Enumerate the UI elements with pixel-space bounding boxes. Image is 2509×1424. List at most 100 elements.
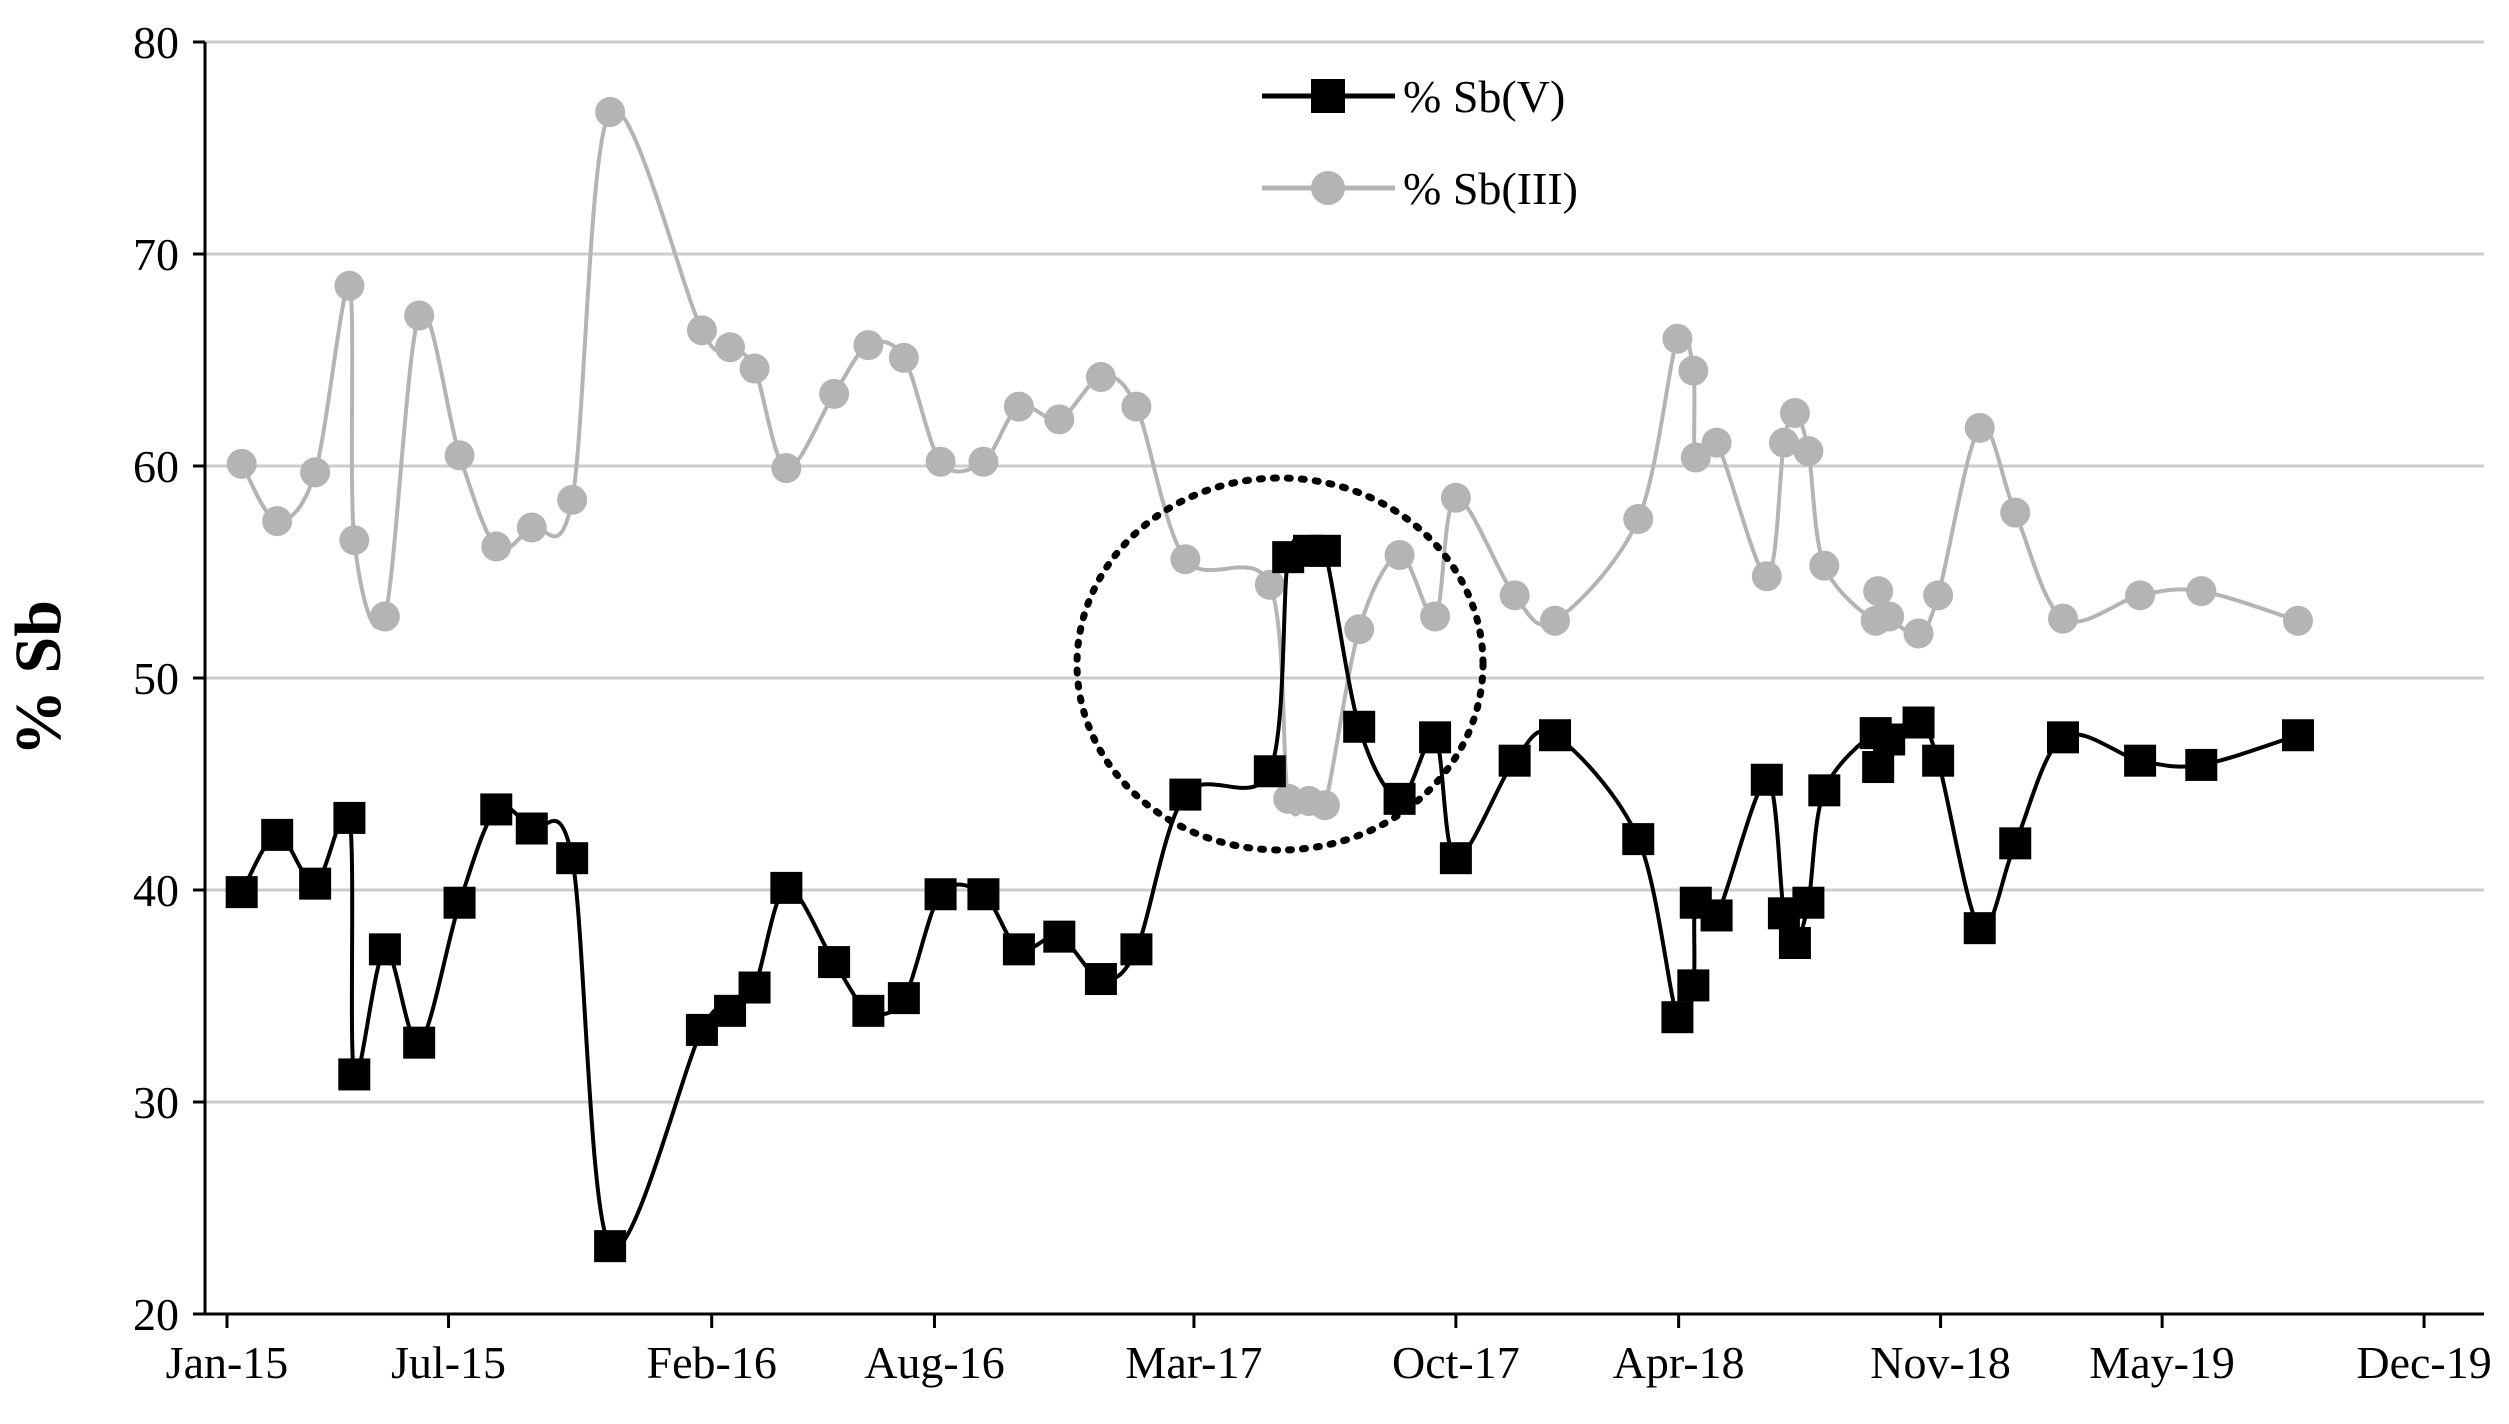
data-point-sbv xyxy=(1120,933,1153,966)
data-point-sbiii xyxy=(1384,540,1415,571)
data-point-sbiii xyxy=(262,506,293,537)
data-point-sbiii xyxy=(516,512,547,543)
data-point-sbiii xyxy=(1874,601,1905,632)
data-point-sbv xyxy=(403,1026,436,1059)
data-point-sbv xyxy=(818,946,851,979)
data-point-sbv xyxy=(1750,763,1783,796)
data-point-sbiii xyxy=(369,601,400,632)
data-point-sbiii xyxy=(1662,323,1693,354)
data-point-sbv xyxy=(1498,744,1531,777)
x-tick-label: Mar-17 xyxy=(1125,1337,1262,1388)
data-point-sbiii xyxy=(444,440,475,471)
data-point-sbiii xyxy=(771,453,802,484)
y-tick-label: 50 xyxy=(133,653,179,704)
data-point-sbv xyxy=(738,971,771,1004)
data-point-sbv xyxy=(924,878,957,911)
data-point-sbiii xyxy=(334,270,365,301)
data-point-sbv xyxy=(1043,920,1076,953)
data-point-sbiii xyxy=(1420,601,1451,632)
y-tick-label: 70 xyxy=(133,229,179,280)
data-point-sbiii xyxy=(1680,442,1711,473)
data-point-sbiii xyxy=(1003,391,1034,422)
data-point-sbiii xyxy=(1309,790,1340,821)
data-point-sbiii xyxy=(1964,412,1995,443)
data-point-sbiii xyxy=(226,448,257,479)
x-tick-label: Oct-17 xyxy=(1392,1337,1520,1388)
x-tick-label: Nov-18 xyxy=(1870,1337,2011,1388)
x-tick-label: May-19 xyxy=(2089,1337,2235,1388)
x-tick-label: Feb-16 xyxy=(647,1337,777,1388)
data-point-sbiii xyxy=(2186,576,2217,607)
y-tick-label: 20 xyxy=(133,1289,179,1340)
data-point-sbv xyxy=(1808,774,1841,807)
data-point-sbv xyxy=(1963,912,1996,945)
x-tick-label: Jan-15 xyxy=(166,1337,289,1388)
data-point-sbv xyxy=(1308,534,1341,567)
data-point-sbv xyxy=(1539,719,1572,752)
data-point-sbv xyxy=(967,878,1000,911)
data-point-sbiii xyxy=(481,531,512,562)
data-point-sbv xyxy=(1792,886,1825,919)
gridlines xyxy=(205,40,2484,1104)
data-point-sbiii xyxy=(595,96,626,127)
data-point-sbiii xyxy=(2125,580,2156,611)
x-ticks: Jan-15 Jul-15 Feb-16 Aug-16 Mar-17 Oct-17 Apr-… xyxy=(166,1314,2492,1388)
data-point-sbiii xyxy=(1903,618,1934,649)
data-point-sbiii xyxy=(715,332,746,363)
y-tick-label: 40 xyxy=(133,865,179,916)
data-point-sbv xyxy=(1343,710,1376,743)
data-point-sbiii xyxy=(968,446,999,477)
data-point-sbv xyxy=(443,886,476,919)
x-tick-label: Aug-16 xyxy=(864,1337,1005,1388)
data-point-sbiii xyxy=(1540,605,1571,636)
y-axis-label: % Sb xyxy=(2,600,75,756)
data-point-sbiii xyxy=(1085,361,1116,392)
data-point-sbiii xyxy=(1809,550,1840,581)
data-point-sbv xyxy=(852,994,885,1027)
data-point-sbv xyxy=(594,1230,627,1263)
data-point-sbv xyxy=(887,982,920,1015)
data-point-sbiii xyxy=(1923,580,1954,611)
data-point-sbv xyxy=(261,818,294,851)
data-point-sbiii xyxy=(339,525,370,556)
data-point-sbiii xyxy=(1678,355,1709,386)
legend-item-sbiii: % Sb(III) xyxy=(1262,163,1578,214)
data-point-sbiii xyxy=(300,457,331,488)
series-sbv xyxy=(225,534,2314,1263)
data-point-sbv xyxy=(299,867,332,900)
data-point-sbv xyxy=(225,876,258,909)
data-point-sbv xyxy=(515,812,548,845)
series-layer xyxy=(225,96,2314,1263)
x-tick-label: Jul-15 xyxy=(391,1337,506,1388)
data-point-sbiii xyxy=(2282,605,2313,636)
data-point-sbv xyxy=(338,1058,371,1091)
data-point-sbiii xyxy=(1170,544,1201,575)
data-point-sbv xyxy=(480,793,513,826)
data-point-sbiii xyxy=(2000,497,2031,528)
data-point-sbv xyxy=(1622,823,1655,856)
data-point-sbv xyxy=(1419,721,1452,754)
data-point-sbv xyxy=(1084,963,1117,996)
legend-label-sbiii: % Sb(III) xyxy=(1403,163,1578,214)
data-point-sbiii xyxy=(1344,614,1375,645)
data-point-sbiii xyxy=(1623,504,1654,534)
data-point-sbiii xyxy=(1768,427,1799,458)
data-point-sbv xyxy=(1002,933,1035,966)
y-tick-label: 30 xyxy=(133,1077,179,1128)
data-point-sbv xyxy=(1661,1001,1694,1034)
legend-item-sbv: % Sb(V) xyxy=(1262,71,1565,122)
legend-label-sbv: % Sb(V) xyxy=(1403,71,1565,122)
series-sbiii xyxy=(226,96,2313,821)
data-point-sbv xyxy=(1873,723,1906,756)
data-point-sbv xyxy=(1439,842,1472,875)
data-point-sbv xyxy=(1922,744,1955,777)
data-point-sbiii xyxy=(819,378,850,409)
data-point-sbiii xyxy=(1793,436,1824,467)
data-point-sbiii xyxy=(853,330,884,361)
y-tick-label: 80 xyxy=(133,17,179,68)
legend: % Sb(V) % Sb(III) xyxy=(1262,71,1578,214)
data-point-sbiii xyxy=(1701,427,1732,458)
data-point-sbiii xyxy=(1863,576,1894,607)
data-point-sbv xyxy=(2124,744,2157,777)
data-point-sbv xyxy=(2046,721,2079,754)
